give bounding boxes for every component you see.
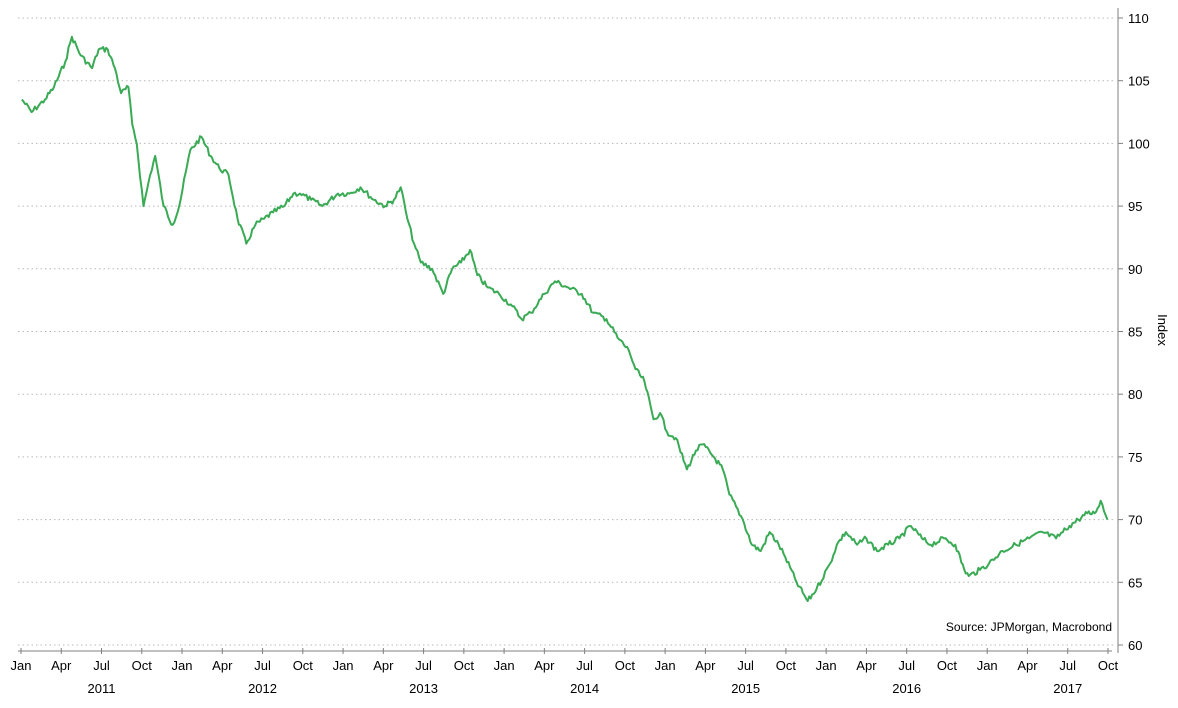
- x-tick-label: Apr: [1017, 658, 1038, 673]
- x-tick-label: Jan: [816, 658, 837, 673]
- year-label-2017: 2017: [1053, 681, 1082, 696]
- y-tick-label: 110: [1128, 11, 1149, 26]
- y-tick-label: 60: [1128, 638, 1142, 653]
- x-tick-label: Oct: [776, 658, 797, 673]
- y-tick-label: 100: [1128, 136, 1150, 151]
- x-tick-label: Apr: [51, 658, 72, 673]
- x-tick-label: Apr: [534, 658, 555, 673]
- y-axis-label: Index: [1155, 314, 1170, 346]
- x-tick-label: Jul: [737, 658, 754, 673]
- gridlines: [18, 17, 1114, 646]
- x-tick-label: Apr: [212, 658, 233, 673]
- x-tick-label: Oct: [615, 658, 636, 673]
- y-tick-label: 65: [1128, 575, 1142, 590]
- x-tick-label: Oct: [454, 658, 475, 673]
- year-label-2011: 2011: [88, 681, 116, 696]
- x-tick-label: Jan: [655, 658, 676, 673]
- y-tick-label: 95: [1128, 199, 1142, 214]
- x-tick-label: Jul: [1059, 658, 1076, 673]
- x-tick-label: Jul: [254, 658, 271, 673]
- y-tick-label: 90: [1128, 262, 1142, 277]
- source-note: Source: JPMorgan, Macrobond: [946, 620, 1112, 634]
- y-axis: 60 65 70 75 80 85 90 95 100 105 110: [1117, 8, 1150, 653]
- x-tick-label: Jan: [11, 658, 32, 673]
- series-group: [21, 35, 1109, 603]
- x-tick-label: Jul: [576, 658, 593, 673]
- x-tick-label: Apr: [856, 658, 877, 673]
- x-tick-label: Jan: [333, 658, 354, 673]
- y-tick-label: 105: [1128, 74, 1150, 89]
- year-label-2013: 2013: [409, 681, 438, 696]
- x-tick-label: Oct: [937, 658, 958, 673]
- year-label-2014: 2014: [570, 681, 599, 696]
- year-label-2015: 2015: [731, 681, 760, 696]
- x-tick-label: Jan: [172, 658, 193, 673]
- x-tick-label: Jul: [898, 658, 915, 673]
- x-tick-label: Jul: [415, 658, 432, 673]
- x-tick-label: Oct: [1098, 658, 1119, 673]
- x-tick-label: Apr: [373, 658, 394, 673]
- y-tick-label: 70: [1128, 513, 1142, 528]
- x-axis: Jan Apr Jul Oct Jan Apr Jul Oct Jan Apr Jul Oct Jan A…: [11, 648, 1119, 696]
- x-tick-label: Oct: [132, 658, 153, 673]
- y-tick-label: 75: [1128, 450, 1142, 465]
- year-label-2012: 2012: [248, 681, 277, 696]
- x-tick-label: Jul: [93, 658, 110, 673]
- year-label-2016: 2016: [892, 681, 921, 696]
- x-tick-label: Apr: [695, 658, 716, 673]
- series-line-0: [21, 35, 1109, 603]
- x-tick-label: Jan: [494, 658, 515, 673]
- y-tick-label: 80: [1128, 387, 1142, 402]
- x-tick-label: Oct: [293, 658, 314, 673]
- x-tick-label: Jan: [977, 658, 998, 673]
- y-tick-label: 85: [1128, 325, 1142, 340]
